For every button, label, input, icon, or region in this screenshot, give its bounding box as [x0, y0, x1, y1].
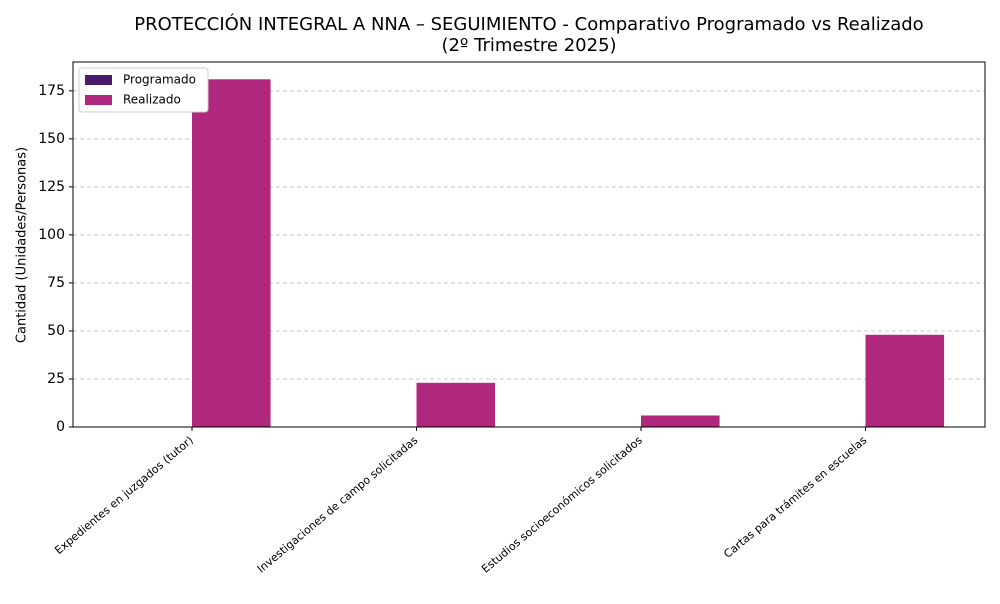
bar [865, 334, 945, 427]
y-tick-label: 50 [47, 323, 65, 339]
legend-label: Realizado [123, 93, 181, 107]
legend-swatch [85, 75, 112, 85]
y-tick-label: 175 [38, 83, 65, 99]
y-axis-label: Cantidad (Unidades/Personas) [15, 147, 30, 343]
y-tick-label: 0 [56, 419, 65, 435]
bar [192, 79, 271, 427]
bar [641, 415, 720, 427]
y-tick-label: 100 [38, 227, 65, 243]
y-tick-label: 75 [47, 275, 65, 291]
chart-subtitle: (2º Trimestre 2025) [441, 35, 616, 56]
y-tick-label: 150 [38, 131, 65, 147]
bar [416, 382, 496, 427]
y-tick-label: 25 [47, 371, 65, 387]
plot-frame [72, 61, 986, 428]
y-tick-label: 125 [38, 179, 65, 195]
chart-title: PROTECCIÓN INTEGRAL A NNA – SEGUIMIENTO … [134, 13, 923, 35]
legend-label: Programado [123, 73, 196, 87]
legend-swatch [85, 95, 112, 105]
